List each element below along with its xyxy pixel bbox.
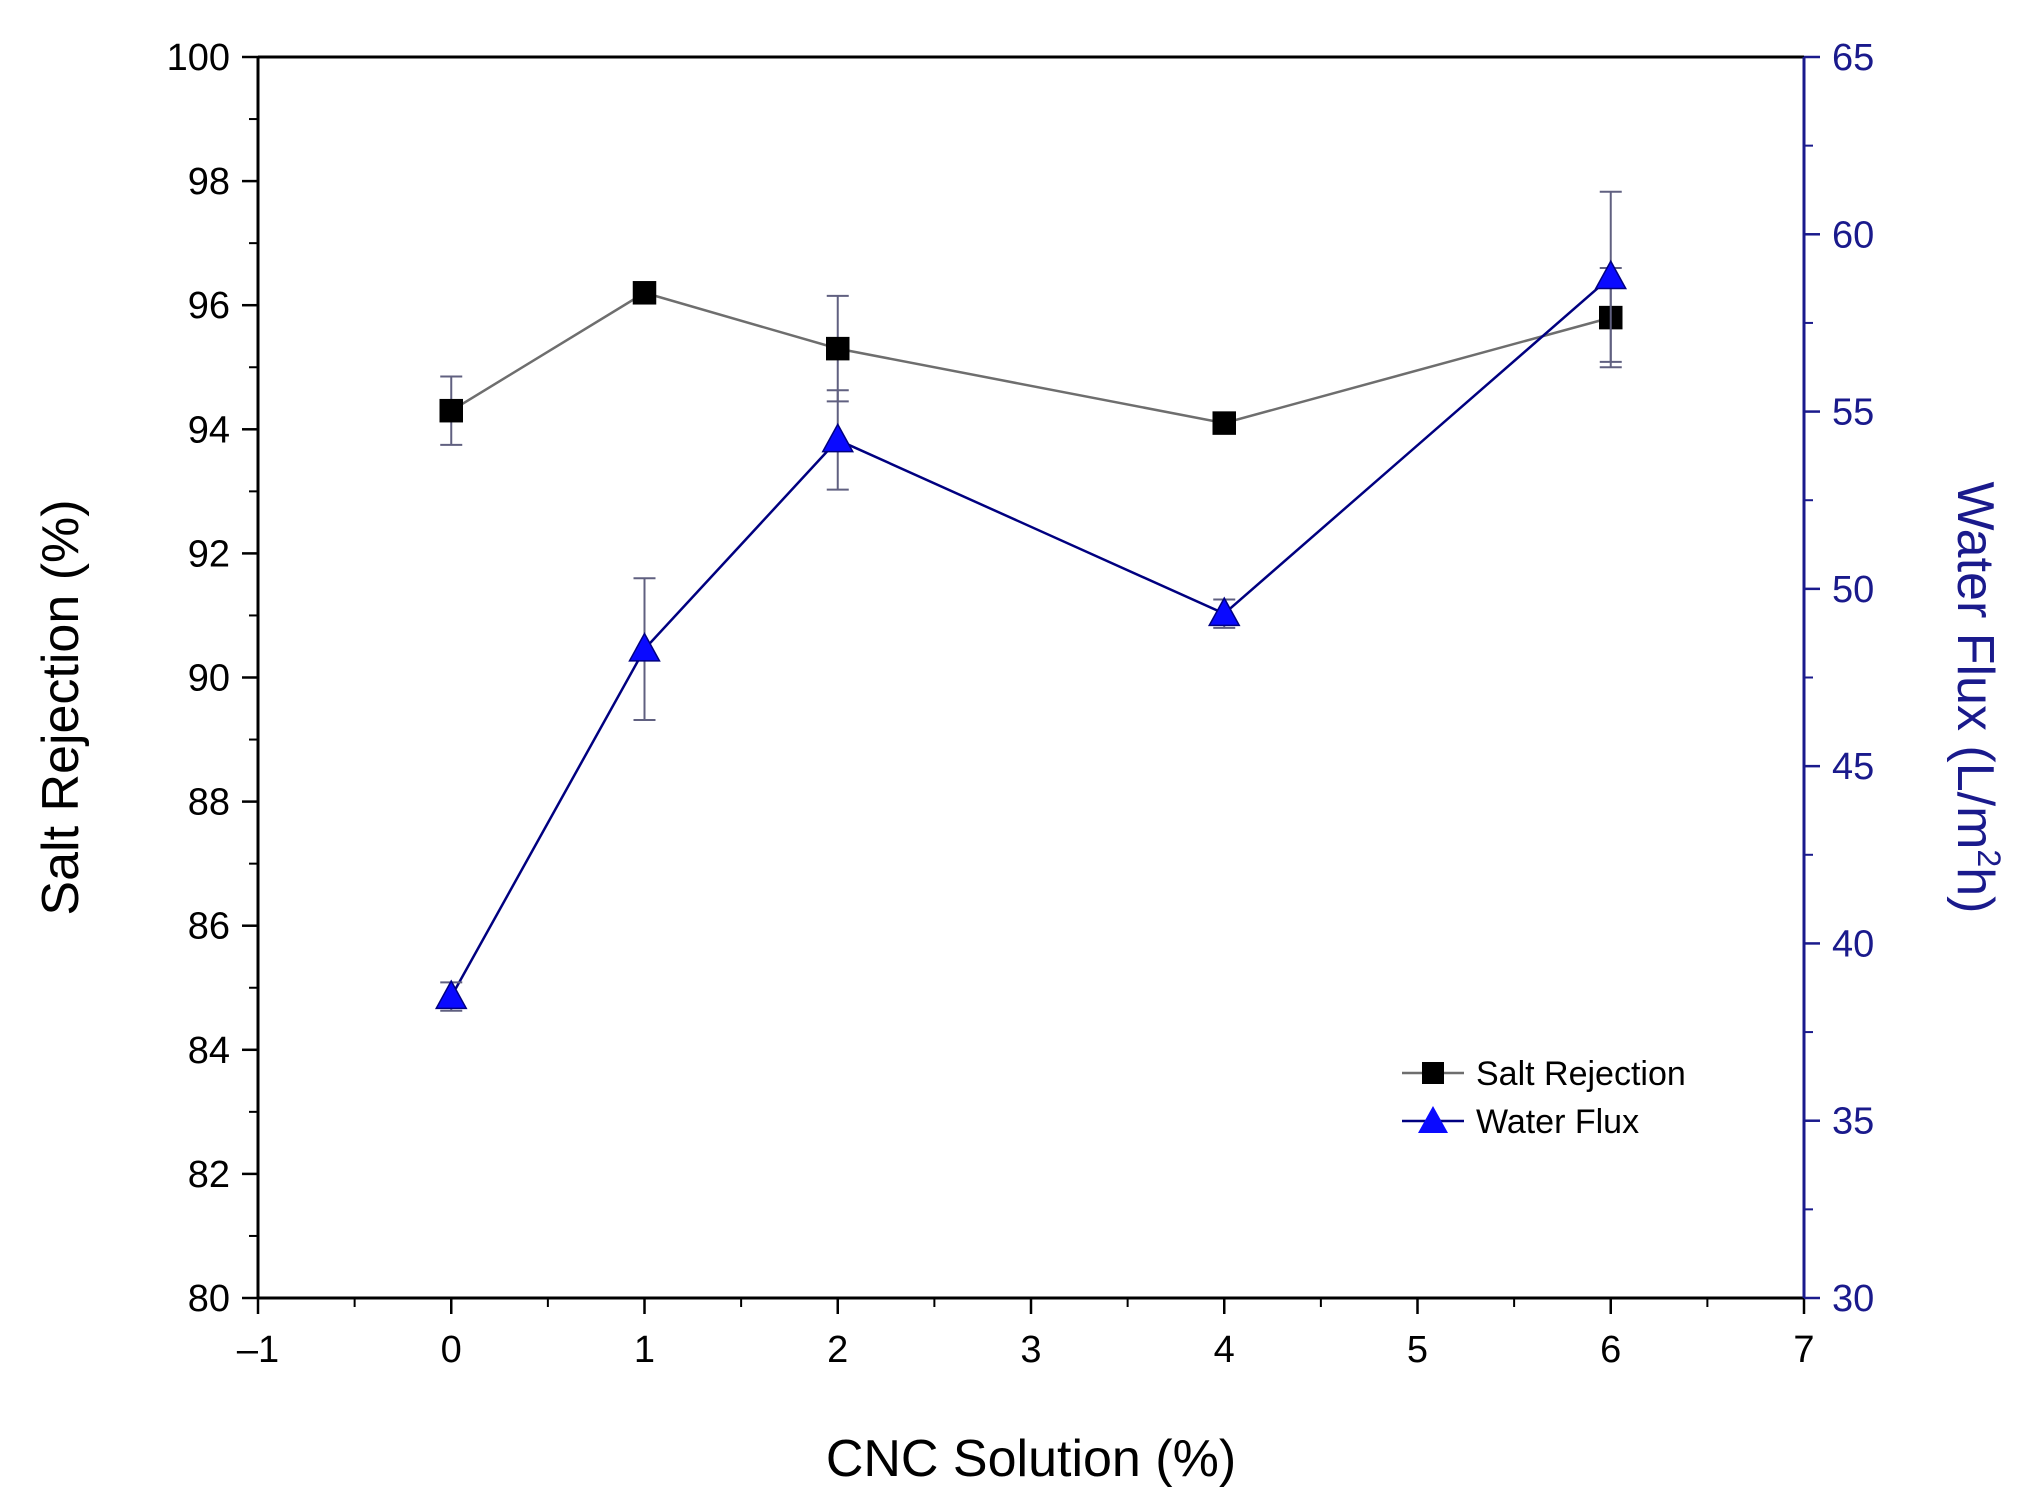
y2-tick-label: 50 xyxy=(1832,569,1874,611)
y2-tick-label: 60 xyxy=(1832,214,1874,256)
x-tick-label: 1 xyxy=(634,1329,655,1371)
x-tick-label: 6 xyxy=(1600,1329,1621,1371)
legend-salt-rejection-marker xyxy=(1422,1062,1444,1084)
salt-rejection-point xyxy=(439,398,463,423)
y-tick-label: 84 xyxy=(188,1030,230,1072)
water-flux-point xyxy=(434,979,468,1010)
y-tick-label: 88 xyxy=(188,782,230,824)
salt-rejection-point xyxy=(632,281,657,305)
y-axis-title: Salt Rejection (%) xyxy=(32,499,90,915)
y2-axis-title-main: Water Flux (L/m xyxy=(1946,482,2004,850)
legend: Salt Rejection Water Flux xyxy=(1402,1055,1686,1141)
salt-rejection-point xyxy=(1212,411,1236,435)
x-tick-label: 0 xyxy=(441,1329,462,1371)
y-tick-label: 100 xyxy=(167,37,230,79)
x-axis-title: CNC Solution (%) xyxy=(826,1430,1236,1488)
x-tick-label: 2 xyxy=(827,1329,848,1371)
y2-tick-label: 30 xyxy=(1832,1278,1874,1320)
x-tick-label: 3 xyxy=(1020,1329,1041,1371)
water-flux-point xyxy=(1207,596,1241,627)
y2-axis-title-end: h) xyxy=(1946,867,2004,913)
y-tick-label: 80 xyxy=(188,1278,230,1320)
y2-tick-label: 65 xyxy=(1832,37,1874,79)
y2-axis-title-superscript: 2 xyxy=(1971,849,2007,867)
y-tick-label: 86 xyxy=(188,906,230,948)
water-flux-point xyxy=(628,631,661,662)
x-tick-label: 5 xyxy=(1407,1329,1428,1371)
y-tick-label: 98 xyxy=(188,161,230,203)
y-tick-label: 82 xyxy=(188,1154,230,1196)
axes-layer: –1 0 1 2 3 4 5 6 7808284868890929496981003035404… xyxy=(167,37,1875,1371)
legend-salt-rejection-label: Salt Rejection xyxy=(1476,1055,1686,1093)
salt-rejection-point xyxy=(826,336,850,361)
y2-tick-label: 55 xyxy=(1832,392,1874,434)
y-tick-label: 94 xyxy=(188,409,230,451)
x-tick-label: –1 xyxy=(237,1329,279,1371)
x-tick-label: 4 xyxy=(1214,1329,1235,1371)
y2-axis-title: Water Flux (L/m2h) xyxy=(1946,482,2007,914)
y2-tick-label: 45 xyxy=(1832,746,1874,788)
y-tick-label: 96 xyxy=(188,285,230,327)
water-flux-point xyxy=(1594,259,1628,290)
water-flux-point xyxy=(821,422,855,453)
y-tick-label: 92 xyxy=(188,533,230,575)
x-tick-label: 7 xyxy=(1793,1329,1814,1371)
legend-water-flux-label: Water Flux xyxy=(1476,1103,1639,1141)
data-layer xyxy=(434,190,1628,1012)
y2-tick-label: 40 xyxy=(1832,923,1874,965)
y2-tick-label: 35 xyxy=(1832,1101,1874,1143)
legend-water-flux-marker xyxy=(1418,1106,1448,1133)
y-tick-label: 90 xyxy=(188,658,230,700)
